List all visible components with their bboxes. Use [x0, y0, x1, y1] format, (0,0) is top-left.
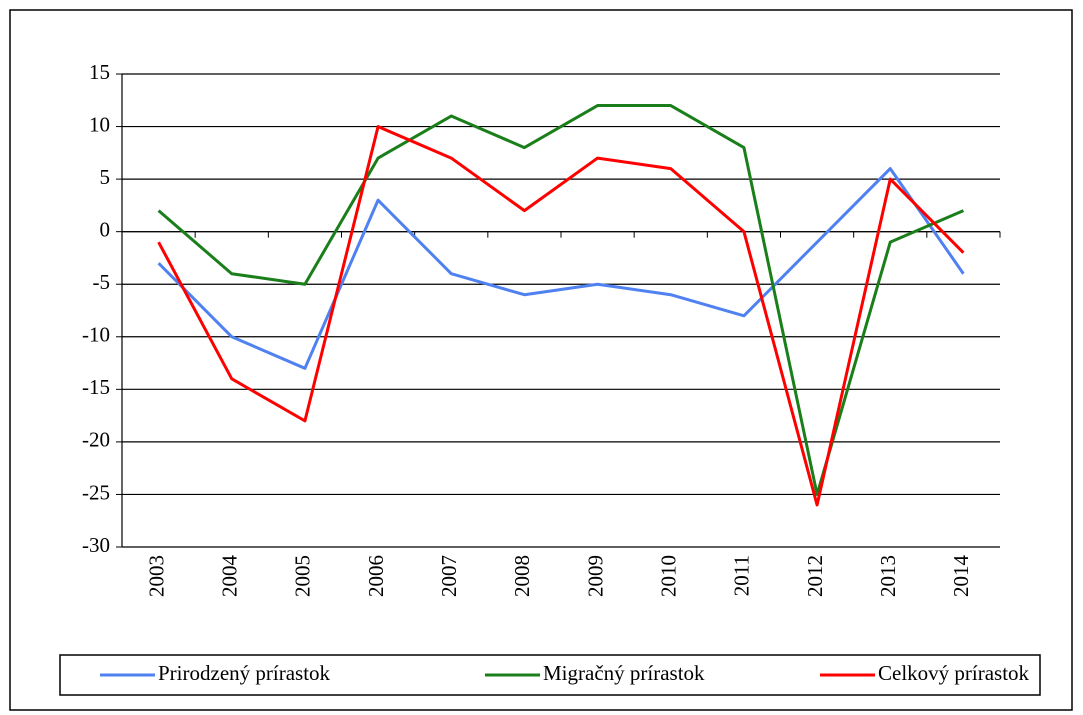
y-tick-label: -15	[82, 375, 110, 399]
series-line	[157, 167, 965, 370]
x-tick-label: 2009	[583, 555, 607, 597]
x-tick-label: 2010	[657, 555, 681, 597]
x-tick-label: 2012	[803, 555, 827, 597]
legend-label: Celkový prírastok	[878, 661, 1030, 685]
x-tick-label: 2007	[437, 555, 461, 597]
y-tick-label: -10	[82, 323, 110, 347]
y-tick-label: -30	[82, 533, 110, 557]
legend-label: Migračný prírastok	[543, 661, 705, 685]
y-tick-label: 15	[89, 60, 110, 84]
series-line	[157, 104, 965, 496]
x-tick-label: 2011	[730, 555, 754, 596]
legend-box	[59, 654, 1041, 696]
y-tick-label: 0	[100, 217, 111, 241]
y-tick-label: -20	[82, 428, 110, 452]
y-tick-label: 5	[100, 165, 111, 189]
x-tick-label: 2013	[876, 555, 900, 597]
y-tick-label: -25	[82, 480, 110, 504]
y-tick-label: -5	[93, 270, 111, 294]
chart-border	[9, 9, 1073, 711]
x-tick-label: 2006	[364, 555, 388, 597]
legend-label: Prirodzený prírastok	[158, 661, 331, 685]
x-tick-label: 2004	[218, 555, 242, 598]
x-tick-label: 2014	[949, 555, 973, 598]
x-tick-label: 2008	[510, 555, 534, 597]
series-line	[157, 125, 965, 507]
x-tick-label: 2005	[291, 555, 315, 597]
y-tick-label: 10	[89, 112, 110, 136]
x-tick-label: 2003	[144, 555, 168, 597]
